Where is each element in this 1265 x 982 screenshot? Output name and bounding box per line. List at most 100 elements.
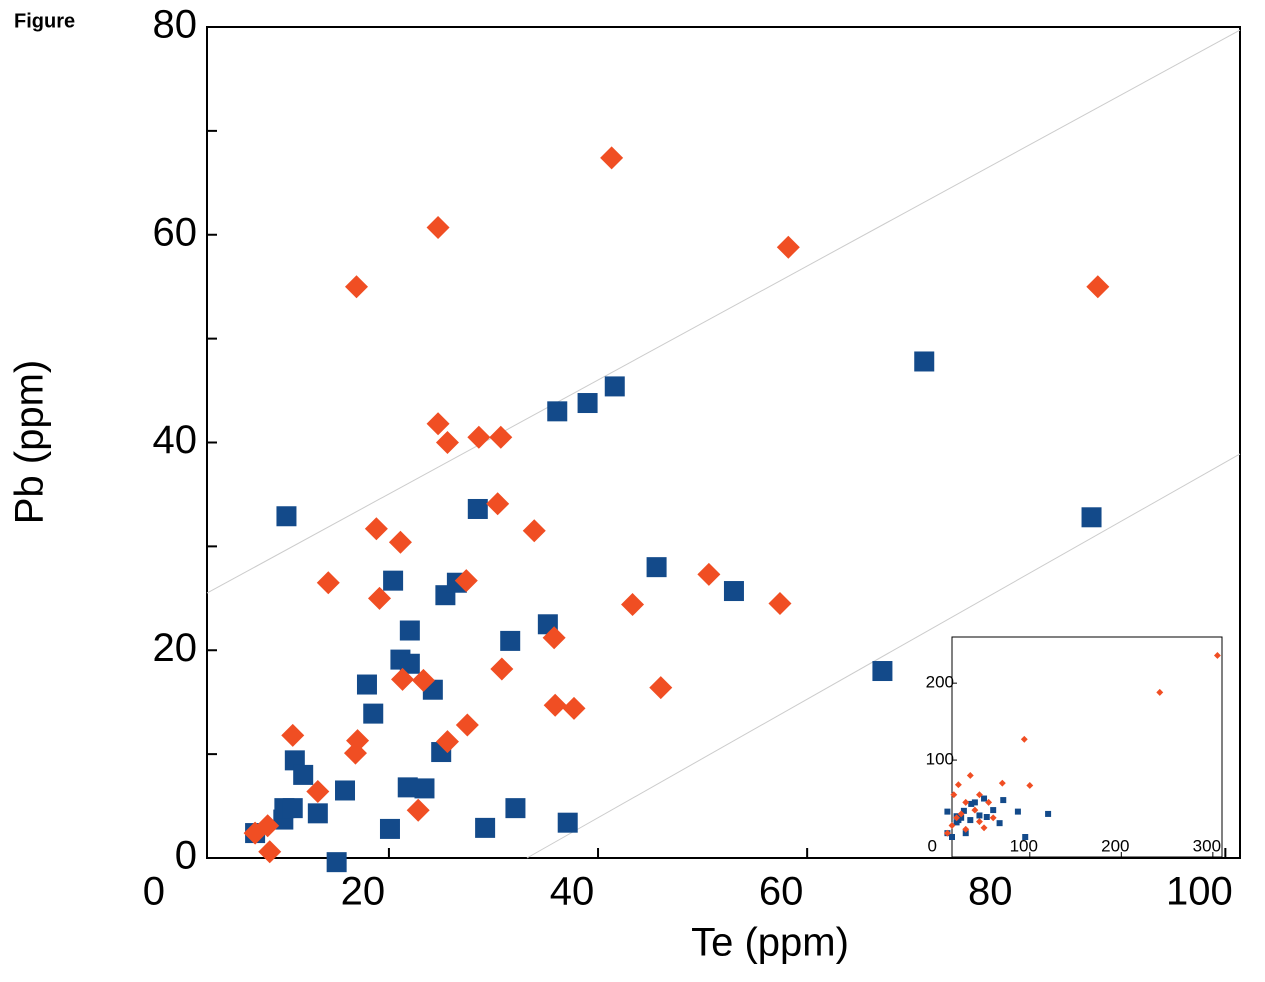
square-point [467, 498, 488, 519]
square-point [968, 800, 975, 807]
square-point [276, 506, 297, 527]
square-point [307, 803, 328, 824]
diamond-point [998, 779, 1006, 787]
square-point [500, 630, 521, 651]
x-tick-label: 60 [759, 870, 804, 914]
diamond-point [600, 146, 624, 170]
diamond-point [989, 814, 997, 822]
plot-frame [951, 636, 1223, 858]
diamond-point [985, 798, 993, 806]
square-point [356, 674, 377, 695]
square-point [1022, 834, 1029, 840]
square-point [967, 817, 974, 824]
square-point [1081, 507, 1102, 528]
diamond-point [435, 730, 459, 754]
diamond-point [346, 729, 370, 753]
diamond-point [962, 798, 970, 806]
square-point [363, 703, 384, 724]
y-tick-label: 0 [175, 834, 197, 878]
x-tick-label: 200 [1101, 836, 1129, 855]
square-point [557, 812, 578, 833]
x-axis-title: Te (ppm) [691, 921, 849, 965]
diamond-point [281, 723, 305, 747]
y-tick-label: 80 [153, 3, 198, 47]
diamond-point [768, 592, 792, 616]
square-point [981, 795, 988, 802]
square-point [335, 780, 356, 801]
x-tick-label: 40 [550, 870, 595, 914]
square-point [505, 798, 526, 819]
diamond-point [406, 798, 430, 822]
diamond-point [1086, 275, 1110, 299]
square-point [326, 852, 347, 873]
diamond-point [542, 626, 566, 650]
diamond-point [562, 696, 586, 720]
x-tick-label: 80 [968, 870, 1013, 914]
diamond-point [368, 586, 392, 610]
diamond-point [543, 693, 567, 717]
square-point [1000, 797, 1007, 804]
diamond-point [306, 780, 330, 804]
diamond-point [256, 814, 280, 838]
diamond-point [1020, 735, 1028, 743]
reference-line [206, 29, 1241, 594]
diamond-point [345, 275, 369, 299]
diamond-point [1156, 688, 1164, 696]
diamond-point [426, 412, 450, 436]
diamond-point [950, 791, 958, 799]
diamond-point [391, 667, 415, 691]
square-point [996, 820, 1003, 827]
square-point [397, 777, 418, 798]
diamond-point [980, 824, 988, 832]
diamond-point [426, 215, 450, 239]
diamond-point [948, 822, 956, 829]
square-point [1045, 810, 1052, 817]
diamond-point [943, 829, 951, 837]
diamond-point [976, 818, 983, 826]
square-point [723, 581, 744, 602]
square-point [971, 799, 978, 806]
square-point [646, 557, 667, 578]
x-tick-label: 300 [1193, 836, 1221, 855]
x-tick-label: 0 [928, 836, 937, 855]
diamond-point [966, 772, 974, 779]
square-point [399, 620, 420, 641]
diamond-point [455, 713, 479, 737]
diamond-point [776, 235, 800, 259]
square-point [547, 401, 568, 422]
diamond-point [258, 840, 282, 864]
diamond-point [621, 593, 645, 617]
figure-label: Figure [14, 10, 75, 32]
square-point [383, 570, 404, 591]
x-tick-label: 100 [1166, 870, 1233, 914]
square-point [976, 812, 983, 819]
diamond-point [1213, 652, 1221, 659]
y-tick-label: 40 [153, 418, 198, 462]
diamond-point [243, 821, 267, 845]
square-point [1014, 808, 1021, 815]
diamond-point [364, 517, 388, 541]
square-point [577, 393, 598, 414]
square-point [960, 807, 967, 814]
diamond-point [957, 810, 965, 818]
square-point [399, 653, 420, 674]
diamond-point [649, 676, 673, 700]
diamond-point [962, 825, 970, 833]
square-point [990, 807, 997, 814]
square-point [953, 819, 960, 826]
diamond-point [971, 806, 979, 814]
x-tick-label: 100 [1010, 836, 1038, 855]
square-point [414, 778, 435, 799]
square-point [293, 764, 314, 785]
square-point [872, 661, 893, 682]
y-tick-label: 100 [926, 750, 954, 769]
y-axis-title: Pb (ppm) [8, 360, 52, 525]
x-tick-label: 20 [341, 870, 386, 914]
y-tick-label: 60 [153, 210, 198, 254]
x-tick-label: 0 [143, 870, 165, 914]
diamond-point [954, 781, 962, 789]
diamond-point [435, 431, 459, 454]
square-point [944, 808, 951, 815]
diamond-point [490, 657, 514, 681]
